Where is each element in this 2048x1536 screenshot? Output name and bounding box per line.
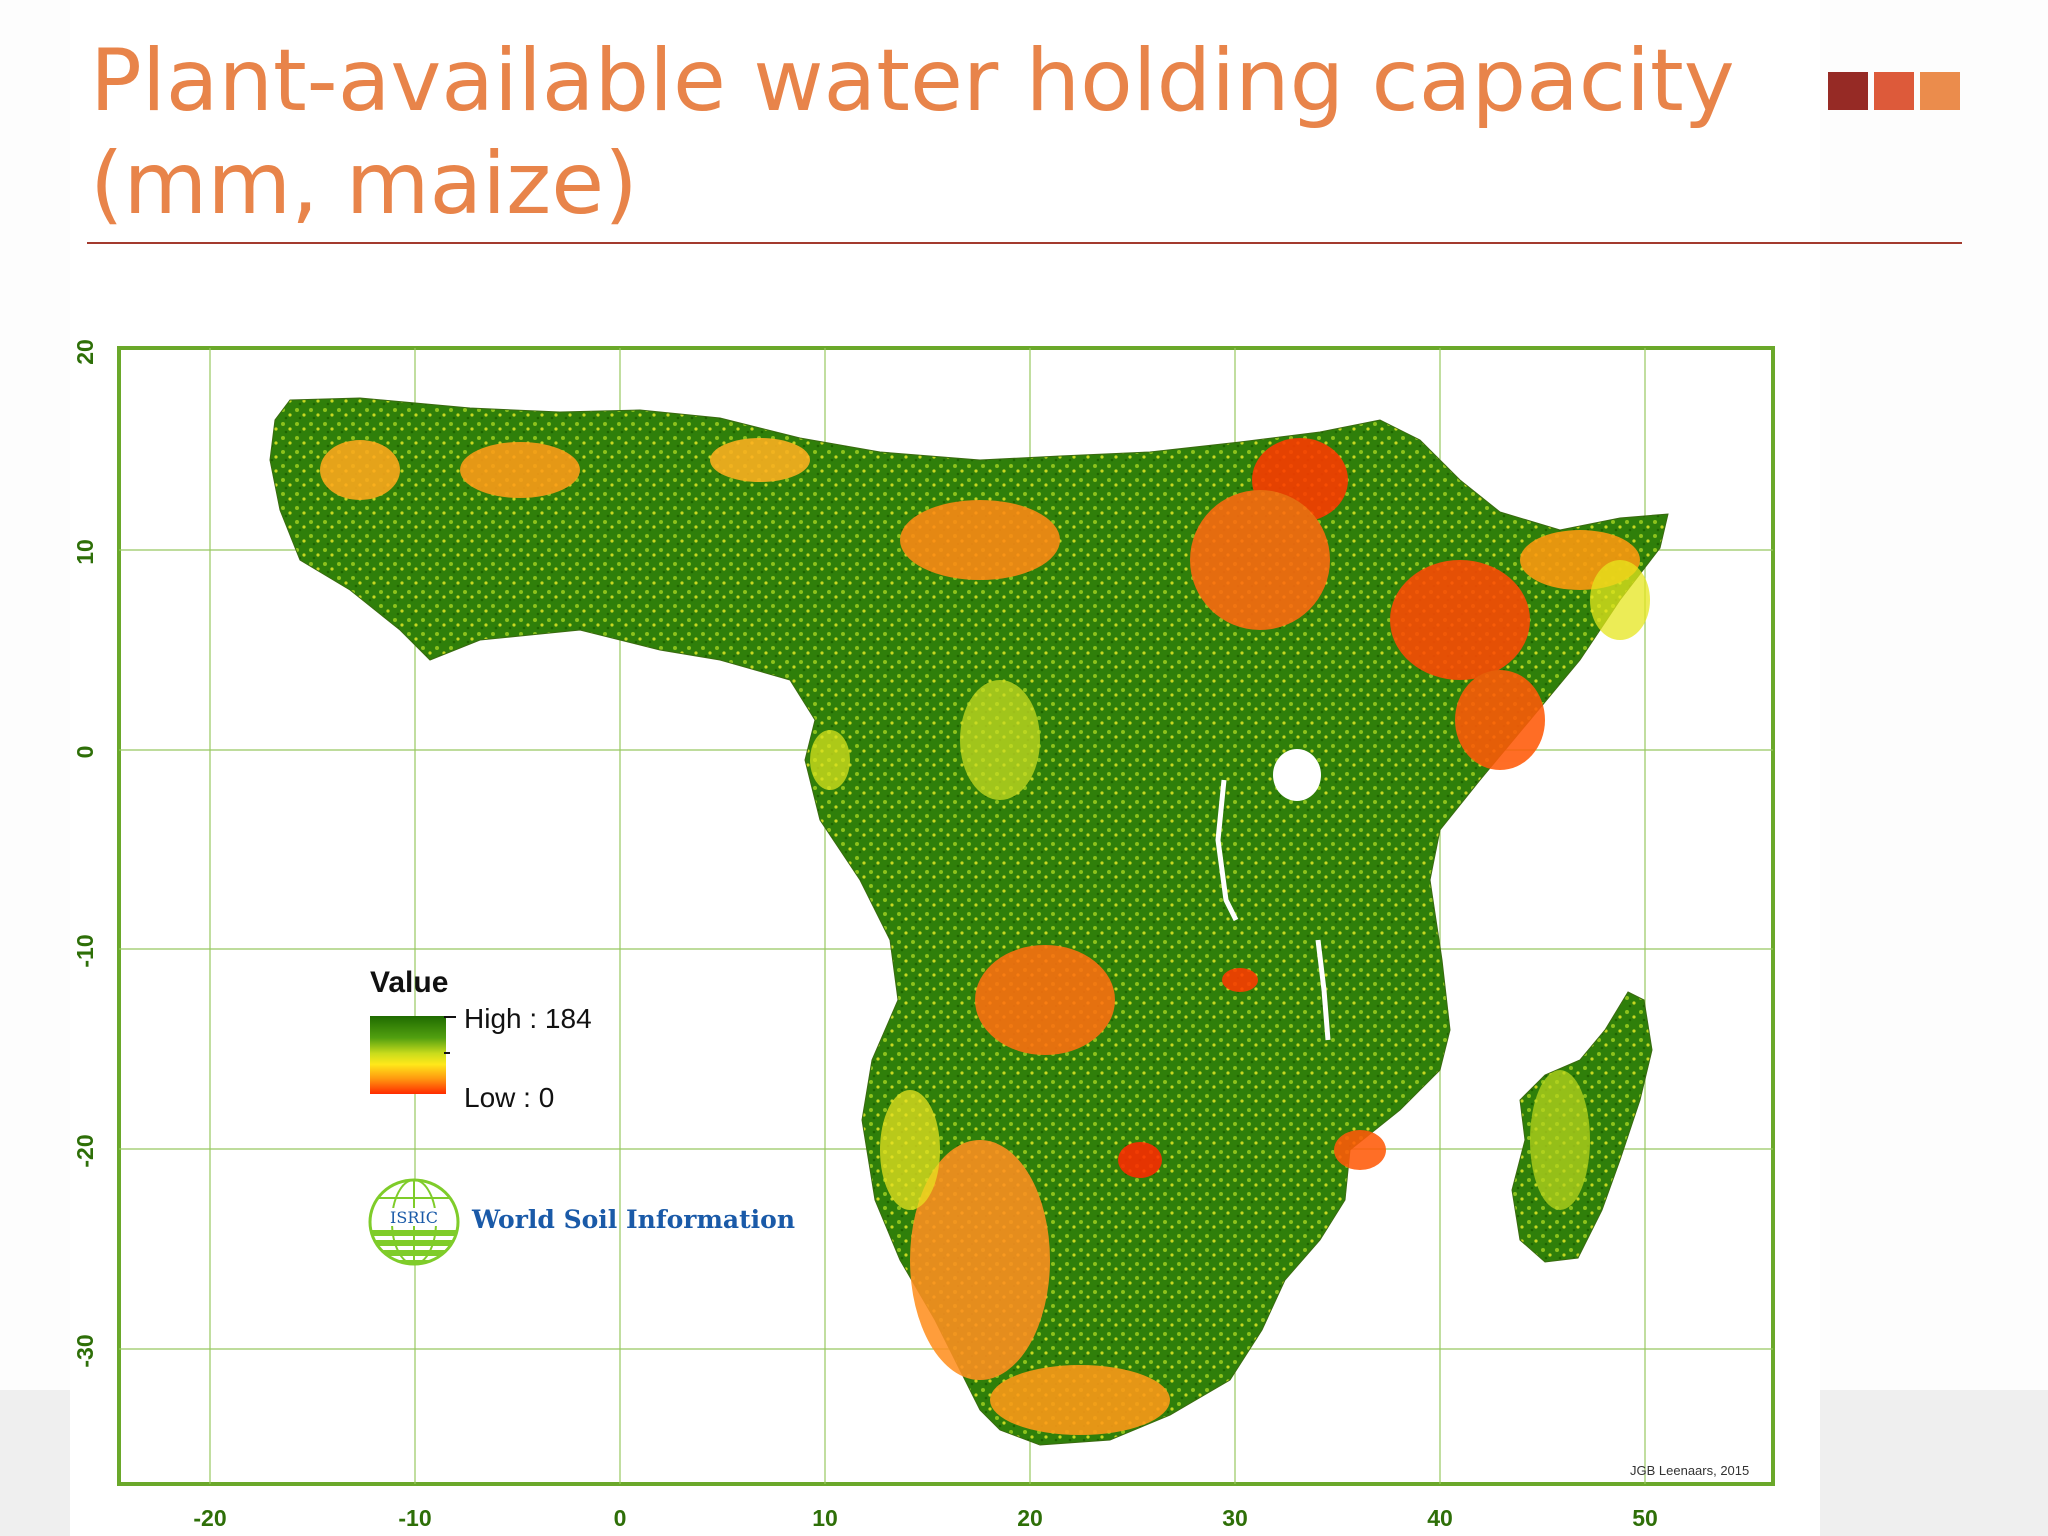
- legend-tick: [444, 1016, 456, 1018]
- x-tick-label: -10: [398, 1505, 431, 1531]
- dry-zone: [710, 438, 810, 482]
- x-tick-label: -20: [193, 1505, 226, 1531]
- x-tick-label: 10: [812, 1505, 838, 1531]
- x-axis: -20 -10 0 10 20 30 40 50: [193, 1505, 1657, 1531]
- legend-title: Value: [370, 966, 448, 1000]
- dry-zone: [900, 500, 1060, 580]
- x-tick-label: 50: [1632, 1505, 1658, 1531]
- dry-zone: [1118, 1142, 1162, 1178]
- dry-zone: [1222, 968, 1258, 992]
- y-axis: 20 10 0 -10 -20 -30: [72, 339, 98, 1367]
- legend-color-ramp: [370, 1016, 446, 1094]
- x-tick-label: 40: [1427, 1505, 1453, 1531]
- y-tick-label: -30: [72, 1334, 98, 1367]
- dry-zone: [1390, 560, 1530, 680]
- yellow-zone: [1590, 560, 1650, 640]
- yellow-zone: [1530, 1070, 1590, 1210]
- yellow-zone: [960, 680, 1040, 800]
- dry-zone: [1190, 490, 1330, 630]
- yellow-zone: [810, 730, 850, 790]
- map-credit: JGB Leenaars, 2015: [1630, 1463, 1749, 1478]
- y-tick-label: 10: [72, 539, 98, 565]
- logo-acronym: ISRIC: [390, 1208, 438, 1227]
- legend-tick: [444, 1052, 450, 1054]
- dry-zone: [460, 442, 580, 498]
- dry-zone: [1455, 670, 1545, 770]
- x-tick-label: 20: [1017, 1505, 1043, 1531]
- organization-name: World Soil Information: [472, 1205, 795, 1234]
- lake-victoria: [1273, 749, 1321, 801]
- y-tick-label: -20: [72, 1134, 98, 1167]
- y-tick-label: -10: [72, 934, 98, 967]
- y-tick-label: 0: [72, 746, 98, 759]
- legend-low-label: Low : 0: [464, 1082, 554, 1114]
- globe-icon: ISRIC: [366, 1178, 462, 1266]
- dry-zone: [320, 440, 400, 500]
- dry-zone: [975, 945, 1115, 1055]
- dry-zone: [1334, 1130, 1386, 1170]
- yellow-zone: [880, 1090, 940, 1210]
- x-tick-label: 30: [1222, 1505, 1248, 1531]
- dry-zone: [990, 1365, 1170, 1435]
- x-tick-label: 0: [614, 1505, 627, 1531]
- y-tick-label: 20: [72, 339, 98, 365]
- legend-high-label: High : 184: [464, 1003, 592, 1035]
